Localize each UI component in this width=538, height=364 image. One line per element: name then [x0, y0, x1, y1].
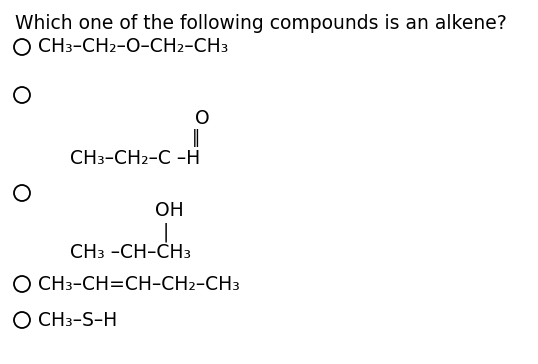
Text: OH: OH — [155, 201, 184, 219]
Text: CH₃–CH₂–C –H: CH₃–CH₂–C –H — [70, 149, 200, 167]
Text: CH₃–CH₂–O–CH₂–CH₃: CH₃–CH₂–O–CH₂–CH₃ — [38, 37, 228, 56]
Text: Which one of the following compounds is an alkene?: Which one of the following compounds is … — [15, 14, 507, 33]
Text: CH₃–S–H: CH₃–S–H — [38, 310, 117, 329]
Text: O: O — [195, 108, 210, 127]
Text: ‖: ‖ — [192, 129, 200, 147]
Text: CH₃–CH=CH–CH₂–CH₃: CH₃–CH=CH–CH₂–CH₃ — [38, 274, 240, 293]
Text: CH₃ –CH–CH₃: CH₃ –CH–CH₃ — [70, 242, 191, 261]
Text: |: | — [163, 222, 169, 242]
